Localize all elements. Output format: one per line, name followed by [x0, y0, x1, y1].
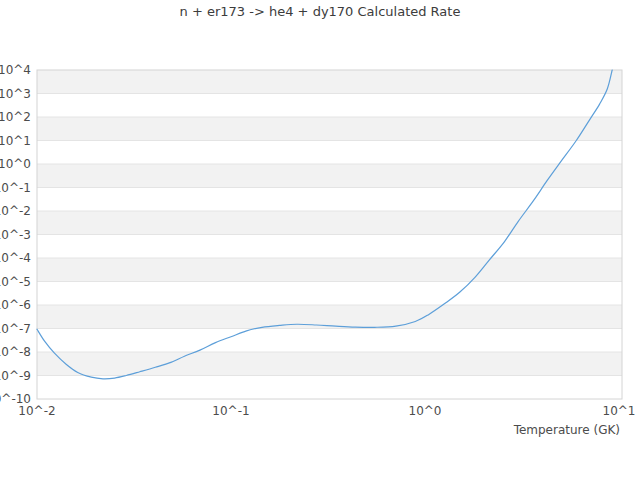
figure: n + er173 -> he4 + dy170 Calculated Rate… [0, 0, 640, 480]
decade-band [37, 305, 622, 329]
decade-band [37, 211, 622, 235]
y-tick-label: 10^-8 [0, 346, 31, 358]
y-tick-label: 10^0 [0, 158, 31, 170]
decade-band [37, 258, 622, 282]
y-tick-label: 10^-1 [0, 182, 31, 194]
y-tick-label: 10^-3 [0, 229, 31, 241]
x-tick-label: 10^-2 [18, 404, 55, 418]
plot-canvas [0, 0, 640, 480]
y-tick-label: 10^-7 [0, 323, 31, 335]
decade-band [37, 70, 622, 94]
y-tick-label: 10^-9 [0, 370, 31, 382]
x-tick-label: 10^1 [603, 404, 636, 418]
decade-band [37, 164, 622, 188]
y-tick-label: 10^-5 [0, 276, 31, 288]
x-tick-label: 10^0 [409, 404, 442, 418]
y-tick-label: 10^3 [0, 88, 31, 100]
y-tick-label: 10^2 [0, 111, 31, 123]
y-tick-label: 10^1 [0, 135, 31, 147]
decade-band [37, 117, 622, 141]
y-tick-label: 10^-6 [0, 299, 31, 311]
y-tick-label: 10^-2 [0, 205, 31, 217]
x-axis-title: Temperature (GK) [514, 423, 620, 437]
x-tick-label: 10^-1 [212, 404, 249, 418]
y-tick-label: 10^4 [0, 64, 31, 76]
y-tick-label: 10^-4 [0, 252, 31, 264]
decade-band [37, 352, 622, 376]
